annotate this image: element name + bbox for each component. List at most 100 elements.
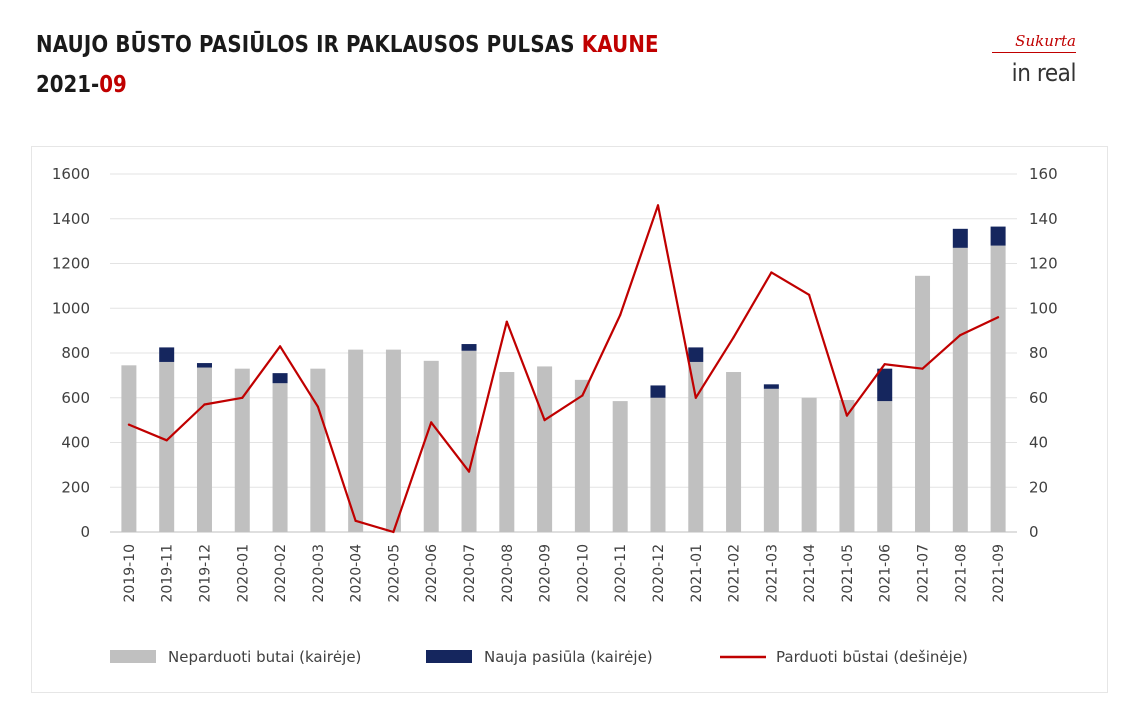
- x-tick-label: 2019-10: [122, 544, 138, 603]
- line-sold-point: [467, 470, 471, 473]
- bar-unsold: [385, 349, 401, 532]
- left-axis-tick-label: 1600: [52, 165, 90, 183]
- bar-unsold: [612, 401, 628, 532]
- line-sold-point: [921, 367, 924, 370]
- left-axis-tick-label: 800: [61, 344, 90, 362]
- bar-unsold: [499, 372, 515, 532]
- left-axis-tick-label: 1400: [52, 210, 90, 228]
- bar-new-offer: [952, 228, 968, 248]
- bar-unsold: [574, 379, 590, 532]
- left-axis: 0 200 400 600 800 1000 1200 1400 1600: [52, 165, 90, 541]
- x-axis: 2019-10 2019-11 2019-12 2020-01 2020-02 2020-…: [122, 544, 1007, 603]
- x-tick-label: 2021-07: [916, 544, 932, 603]
- x-tick-label: 2020-02: [273, 544, 289, 603]
- x-tick-label: 2021-05: [840, 544, 856, 603]
- bar-new-offer: [461, 344, 477, 351]
- line-sold-point: [959, 334, 962, 337]
- logo-brand: in real: [1011, 59, 1077, 87]
- line-sold-point: [203, 403, 206, 406]
- bar-unsold: [272, 383, 288, 532]
- left-axis-tick-label: 400: [61, 434, 90, 452]
- chart-subtitle-main: 2021-: [36, 72, 100, 98]
- bar-new-offer: [763, 384, 779, 389]
- right-axis-tick-label: 60: [1029, 389, 1048, 407]
- x-tick-label: 2021-01: [689, 544, 705, 603]
- bar-unsold: [196, 367, 212, 532]
- line-sold-point: [808, 293, 811, 296]
- bar-unsold: [990, 245, 1006, 532]
- x-tick-label: 2020-09: [538, 544, 554, 603]
- bar-unsold: [461, 350, 477, 532]
- bar-unsold: [801, 397, 817, 532]
- x-tick-label: 2019-11: [160, 544, 176, 603]
- legend-label-sold: Parduoti būstai (dešinėje): [776, 648, 968, 666]
- bar-unsold: [952, 247, 968, 532]
- right-axis-tick-label: 160: [1029, 165, 1058, 183]
- bar-unsold: [688, 361, 704, 532]
- chart-title-main: NAUJO BŪSTO PASIŪLOS IR PAKLAUSOS PULSAS: [36, 32, 582, 58]
- bar-unsold: [726, 372, 742, 532]
- x-tick-label: 2019-12: [197, 544, 213, 603]
- line-sold-point: [845, 414, 849, 417]
- bar-unsold: [650, 397, 666, 532]
- line-sold-point: [732, 336, 735, 339]
- left-axis-tick-label: 200: [61, 478, 90, 496]
- chart-title-accent: KAUNE: [581, 32, 659, 58]
- x-tick-label: 2020-01: [235, 544, 251, 603]
- x-tick-label: 2021-02: [727, 544, 743, 603]
- line-sold-point: [656, 204, 660, 207]
- line-sold-point: [619, 313, 622, 317]
- bar-new-offer: [196, 363, 212, 368]
- right-axis-tick-label: 100: [1029, 299, 1058, 317]
- line-sold-point: [430, 421, 433, 424]
- line-sold-point: [883, 363, 886, 366]
- bar-new-offer: [877, 368, 893, 402]
- right-axis-tick-label: 80: [1029, 344, 1048, 362]
- chart-frame: 0 200 400 600 800 1000 1200 1400 1600 0 20 40 60 80 1…: [31, 146, 1108, 693]
- x-tick-label: 2021-06: [878, 544, 894, 603]
- bar-unsold: [839, 399, 855, 532]
- line-sold-point: [127, 423, 130, 426]
- x-tick-label: 2020-10: [575, 544, 591, 603]
- line-sold-point: [165, 439, 168, 442]
- line-sold-point: [241, 396, 244, 399]
- line-sold-point: [278, 345, 282, 348]
- bar-new-offer: [688, 347, 704, 362]
- bar-unsold: [763, 388, 779, 532]
- chart-subtitle: 2021-09: [36, 74, 127, 97]
- left-axis-tick-label: 600: [61, 389, 90, 407]
- right-axis: 0 20 40 60 80 100 120 140 160: [1029, 165, 1058, 541]
- legend-label-new-offer: Nauja pasiūla (kairėje): [484, 648, 653, 666]
- line-sold-point: [505, 320, 508, 323]
- logo-tagline: Sukurta: [1015, 32, 1076, 50]
- legend-label-unsold: Neparduoti butai (kairėje): [168, 648, 361, 666]
- right-axis-tick-label: 40: [1029, 434, 1048, 452]
- left-axis-tick-label: 1000: [52, 299, 90, 317]
- line-sold-point: [770, 271, 773, 274]
- bar-new-offer: [990, 226, 1006, 246]
- bar-new-offer: [159, 347, 175, 362]
- bar-unsold: [423, 360, 439, 532]
- line-sold-point: [581, 394, 584, 397]
- legend-swatch-unsold: [110, 650, 156, 663]
- x-tick-label: 2020-03: [311, 544, 327, 603]
- bar-unsold: [877, 401, 893, 532]
- bar-new-offer: [272, 373, 288, 384]
- right-axis-tick-label: 0: [1029, 523, 1039, 541]
- left-axis-tick-label: 1200: [52, 255, 90, 273]
- line-sold-point: [316, 405, 319, 408]
- x-tick-label: 2020-12: [651, 544, 667, 603]
- line-sold-point: [543, 419, 546, 422]
- legend: Neparduoti butai (kairėje) Nauja pasiūla …: [110, 648, 968, 666]
- line-series: [127, 204, 1000, 534]
- bar-unsold: [234, 368, 250, 532]
- x-tick-label: 2020-07: [462, 544, 478, 603]
- brand-logo: Sukurta in real: [976, 32, 1076, 87]
- chart-subtitle-accent: 09: [99, 72, 127, 98]
- right-axis-tick-label: 140: [1029, 210, 1058, 228]
- x-tick-label: 2020-04: [349, 544, 365, 603]
- x-tick-label: 2021-03: [764, 544, 780, 603]
- x-tick-label: 2020-11: [613, 544, 629, 603]
- right-axis-tick-label: 20: [1029, 478, 1048, 496]
- left-axis-tick-label: 0: [80, 523, 90, 541]
